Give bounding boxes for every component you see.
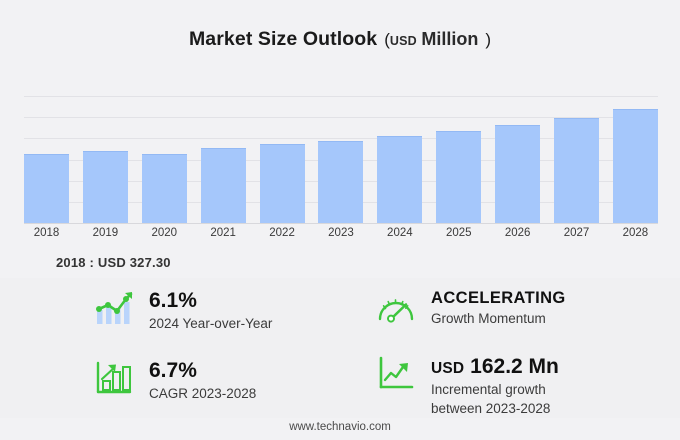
metric-value-amount: 162.2 Mn [470,355,559,378]
chart-x-tick-label: 2025 [445,227,472,239]
metric-value: 6.7% [149,359,197,382]
chart-bar-slot [200,96,246,223]
metric-label: CAGR 2023-2028 [149,385,257,401]
bar-chart-arrow-icon [92,358,136,398]
metric-value-prefix: USD [431,360,465,377]
metric-text: USD 162.2 Mn Incremental growth between … [431,354,559,417]
metric-incremental-growth: USD 162.2 Mn Incremental growth between … [374,354,559,417]
chart-bar-slot [24,96,69,223]
metrics-panel: 6.1% 2024 Year-over-Year [0,282,680,418]
chart-bar-slot [377,96,423,223]
metric-value: 6.1% [149,289,197,312]
chart-bar[interactable] [318,141,364,223]
chart-gridline [24,138,658,140]
chart-bar[interactable] [436,131,482,223]
chart-gridline [24,117,658,119]
page-title: Market Size Outlook (USD Million) [0,28,680,51]
chart-x-tick-label: 2022 [269,227,295,239]
metric-label-line2: between 2023-2028 [431,400,551,416]
chart-bar-slot [495,96,541,223]
metrics-panel-background [0,278,680,418]
chart-x-tick-label: 2018 [33,227,60,239]
metric-text: 6.1% 2024 Year-over-Year [149,288,272,332]
chart-x-tick-label: 2020 [151,227,178,239]
chart-bar-slot [612,96,658,223]
page-title-paren-close: ) [485,30,492,49]
chart-x-tick-label: 2028 [622,227,649,239]
chart-baseline [24,222,658,224]
chart-x-tick-label: 2024 [387,227,413,239]
chart-x-tick-label: 2023 [328,227,354,239]
page-title-main: Market Size Outlook [188,28,378,50]
trend-arrow-icon [374,354,418,394]
chart-bar[interactable] [495,125,541,223]
speedometer-icon [374,288,418,328]
chart-bar[interactable] [200,148,246,223]
metric-value: USD 162.2 Mn [431,355,559,379]
bar-chart [24,96,658,224]
metric-label: 2024 Year-over-Year [149,315,273,331]
chart-x-tick-label: 2027 [563,227,590,239]
metric-text: 6.7% CAGR 2023-2028 [149,358,256,402]
chart-bar-slot [141,96,187,223]
metric-text: ACCELERATING Growth Momentum [431,288,566,327]
chart-bar[interactable] [377,136,423,223]
metric-growth-momentum: ACCELERATING Growth Momentum [374,288,566,328]
chart-bar[interactable] [259,144,305,223]
chart-bars [24,96,658,223]
metric-year-over-year: 6.1% 2024 Year-over-Year [92,288,272,332]
line-chart-up-icon [92,288,136,328]
page-title-paren-open: ( [384,30,390,49]
chart-bar[interactable] [141,154,187,223]
chart-x-tick-label: 2021 [210,227,236,239]
chart-bar[interactable] [82,151,128,223]
chart-bar-slot [82,96,128,223]
chart-gridline [24,96,658,97]
chart-bar-slot [554,96,600,223]
page-title-currency: USD [389,34,417,48]
base-year-value: 2018 : USD 327.30 [56,255,171,270]
chart-bar[interactable] [612,109,658,223]
page-title-unit: Million [421,29,479,49]
chart-bar-slot [318,96,364,223]
chart-x-tick-label: 2026 [504,227,531,239]
chart-x-tick-label: 2019 [92,227,119,239]
chart-bar[interactable] [24,154,69,223]
metric-label: Growth Momentum [431,310,546,326]
chart-bar[interactable] [554,118,600,223]
chart-bar-slot [259,96,305,223]
metric-cagr: 6.7% CAGR 2023-2028 [92,358,256,402]
chart-bar-slot [436,96,482,223]
metric-label-line1: Incremental growth [431,381,546,397]
chart-x-axis: 2018 2019 2020 2021 2022 2023 2024 2025 2026 2027… [24,227,658,245]
footer-url: www.technavio.com [289,421,391,433]
metric-value: ACCELERATING [431,289,566,307]
